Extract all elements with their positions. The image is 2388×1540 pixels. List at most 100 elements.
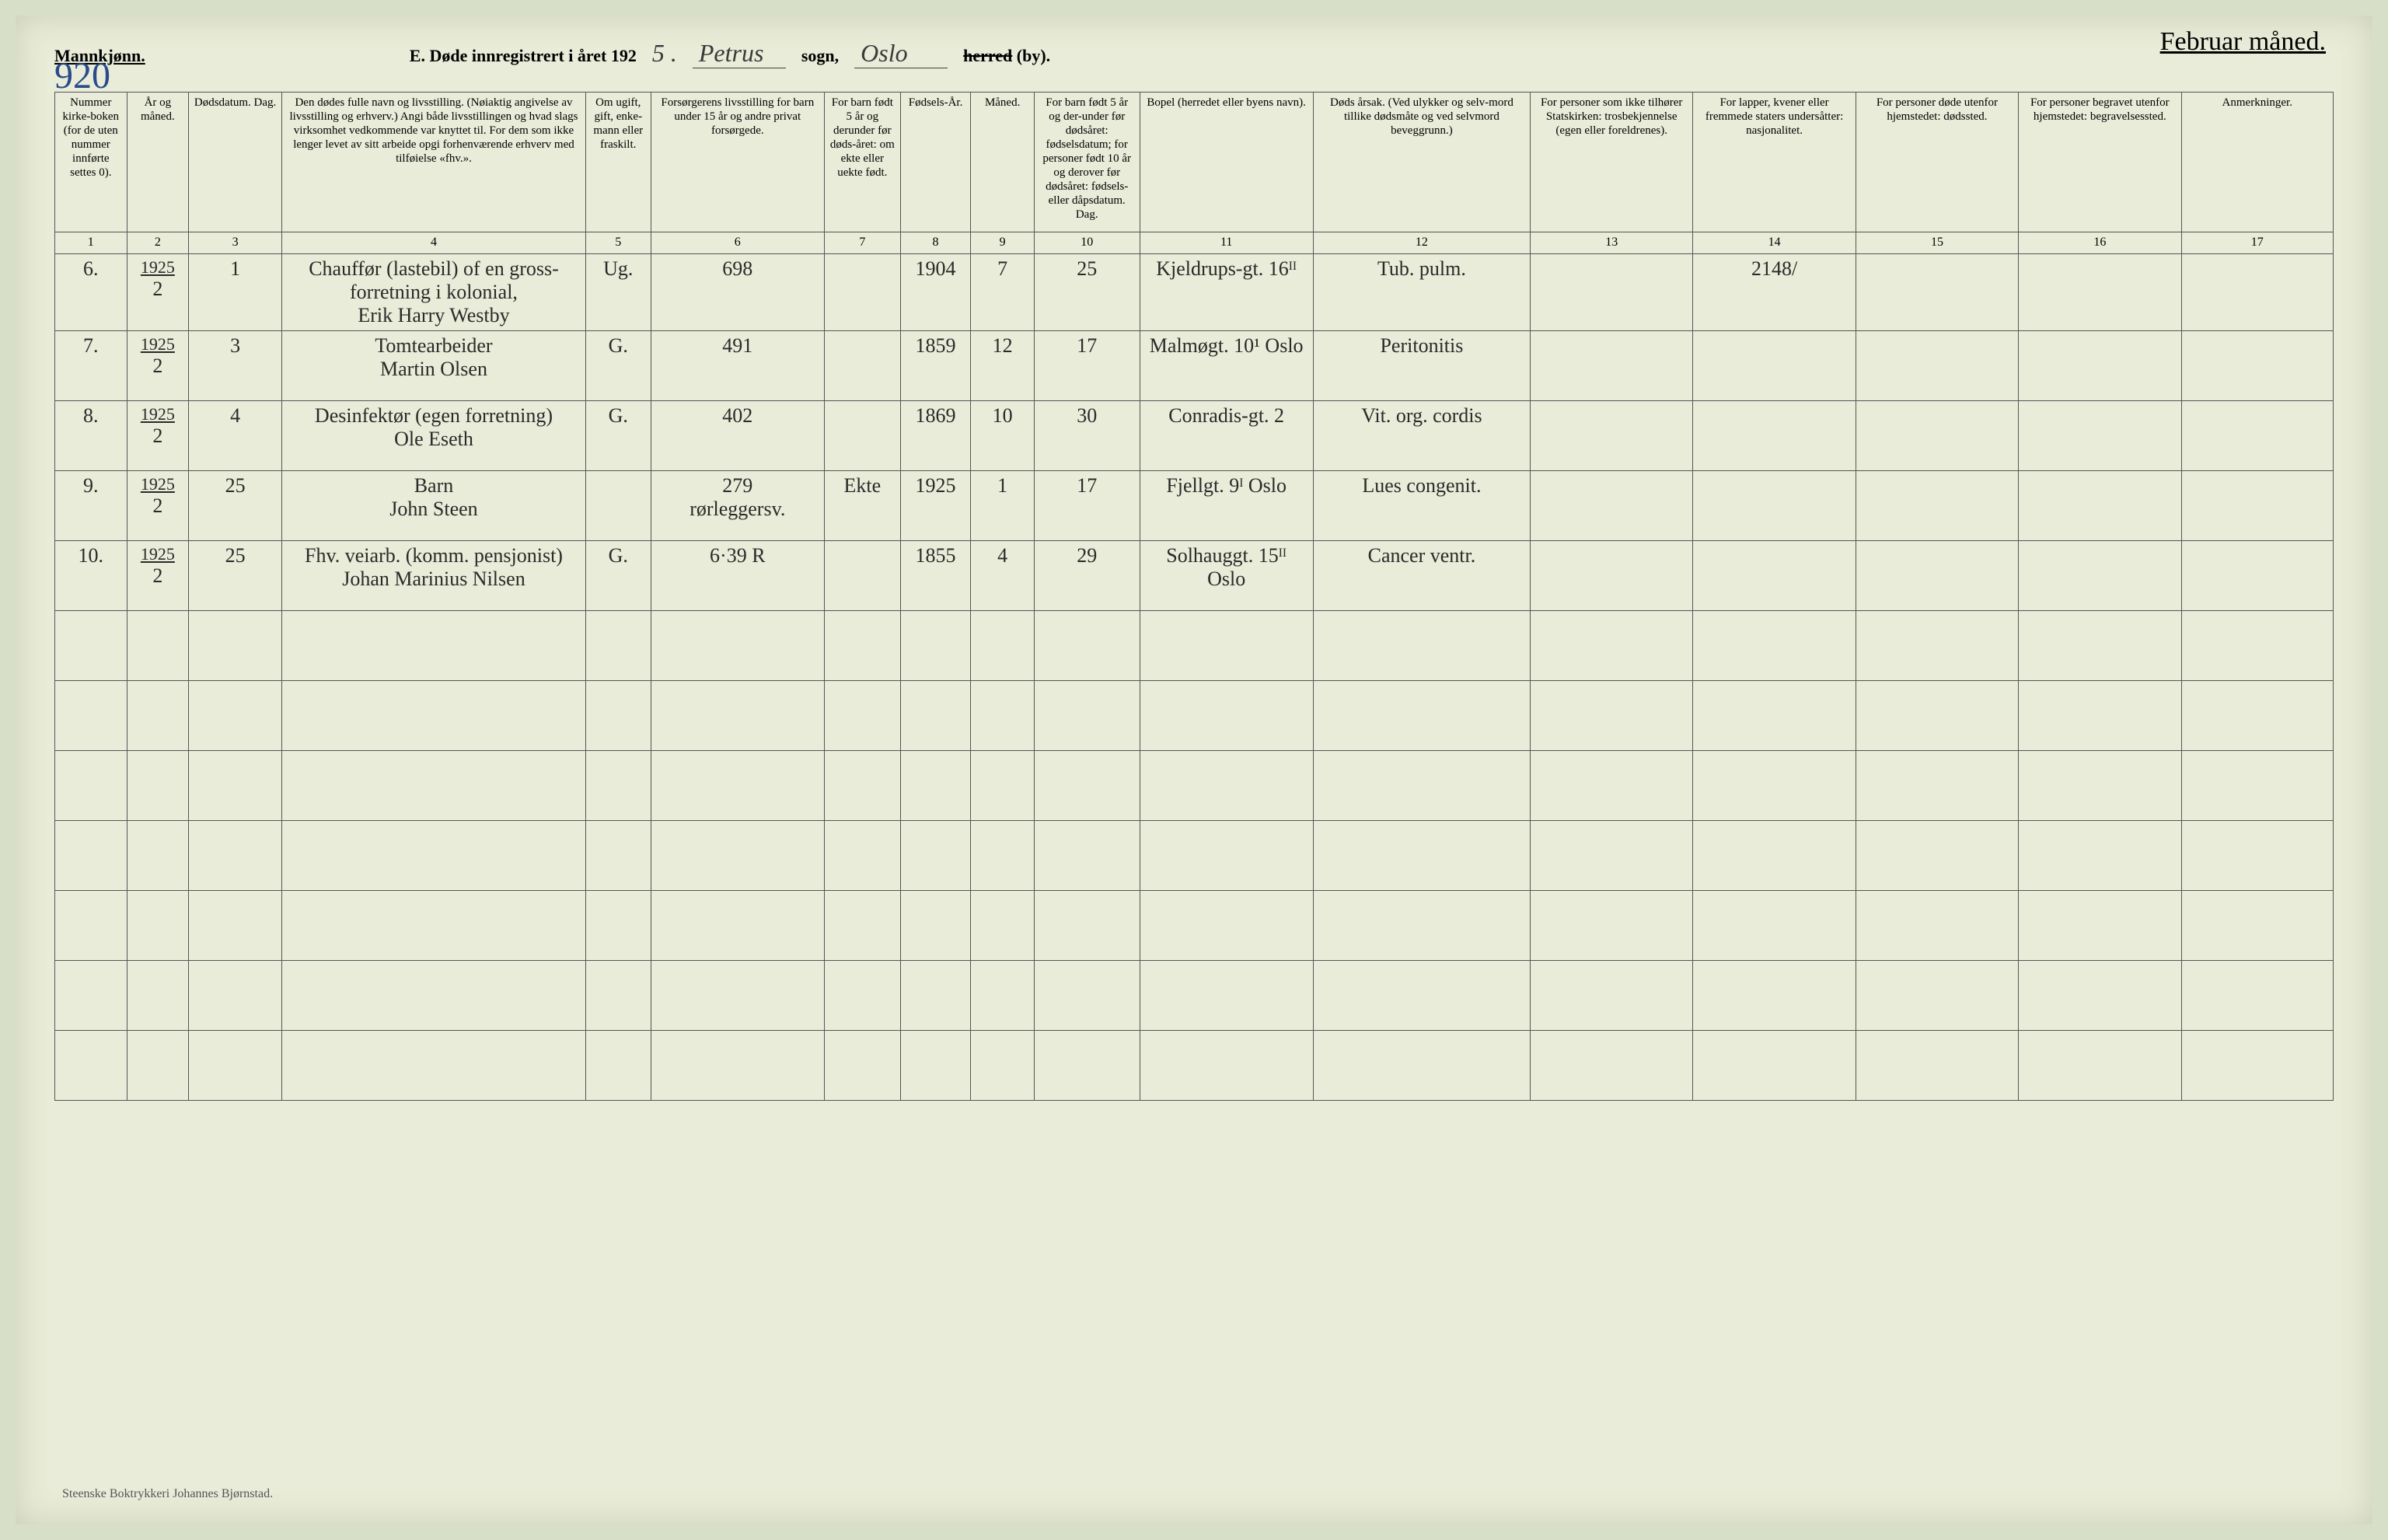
cell-residence: Solhauggt. 15ᴵᴵ Oslo	[1140, 541, 1313, 611]
cell-day: 3	[189, 331, 282, 401]
cell-empty	[1034, 611, 1140, 681]
cell-num: 7.	[55, 331, 127, 401]
cell-empty	[900, 821, 971, 891]
cell-birth_year: 1859	[900, 331, 971, 401]
cell-day: 1	[189, 254, 282, 331]
cell-birth_year: 1869	[900, 401, 971, 471]
parish-value: Petrus	[693, 39, 786, 68]
cell-empty	[1140, 611, 1313, 681]
cell-empty	[2181, 891, 2334, 961]
table-row-empty	[55, 751, 2334, 821]
cell-empty	[1313, 1031, 1530, 1101]
cell-nat	[1693, 541, 1856, 611]
cell-num: 10.	[55, 541, 127, 611]
cell-legit	[824, 254, 900, 331]
cell-year_month: 19252	[127, 331, 189, 401]
cell-empty	[824, 611, 900, 681]
cell-empty	[189, 821, 282, 891]
cell-empty	[900, 611, 971, 681]
cell-year_month: 19252	[127, 471, 189, 541]
table-row: 6.192521Chauffør (lastebil) of en gross-…	[55, 254, 2334, 331]
col-number-9: 9	[971, 232, 1035, 254]
cell-empty	[1856, 681, 2018, 751]
cell-empty	[282, 751, 586, 821]
cell-residence: Conradis-gt. 2	[1140, 401, 1313, 471]
cell-provider: 6·39 R	[651, 541, 824, 611]
table-row: 10.1925225Fhv. veiarb. (komm. pensjonist…	[55, 541, 2334, 611]
cell-empty	[282, 1031, 586, 1101]
col-number-15: 15	[1856, 232, 2018, 254]
cell-empty	[189, 961, 282, 1031]
cell-empty	[585, 751, 651, 821]
cell-empty	[1313, 681, 1530, 751]
cell-empty	[824, 891, 900, 961]
table-row-empty	[55, 611, 2334, 681]
col-header-8: Fødsels-År.	[900, 93, 971, 232]
col-header-11: Bopel (herredet eller byens navn).	[1140, 93, 1313, 232]
col-number-10: 10	[1034, 232, 1140, 254]
cell-cause: Peritonitis	[1313, 331, 1530, 401]
cell-birth_year: 1855	[900, 541, 971, 611]
cell-num: 8.	[55, 401, 127, 471]
cell-deathpl	[1856, 331, 2018, 401]
page-number: 920	[54, 54, 110, 97]
cell-empty	[1313, 821, 1530, 891]
cell-empty	[1313, 611, 1530, 681]
cell-empty	[1531, 961, 1693, 1031]
cell-status: G.	[585, 331, 651, 401]
cell-empty	[1693, 681, 1856, 751]
cell-birth_m: 12	[971, 331, 1035, 401]
cell-empty	[651, 821, 824, 891]
cell-empty	[1531, 1031, 1693, 1101]
cell-empty	[282, 611, 586, 681]
cell-empty	[127, 821, 189, 891]
cell-deathpl	[1856, 401, 2018, 471]
cell-birth_d: 17	[1034, 471, 1140, 541]
form-title: E. Døde innregistrert i året 192	[410, 46, 637, 66]
col-header-9: Måned.	[971, 93, 1035, 232]
cell-notes	[2181, 541, 2334, 611]
table-body: 6.192521Chauffør (lastebil) of en gross-…	[55, 254, 2334, 1101]
cell-notes	[2181, 471, 2334, 541]
cell-name: Desinfektør (egen forretning) Ole Eseth	[282, 401, 586, 471]
cell-notes	[2181, 254, 2334, 331]
cell-empty	[282, 961, 586, 1031]
cell-deathpl	[1856, 471, 2018, 541]
cell-faith	[1531, 471, 1693, 541]
cell-empty	[824, 961, 900, 1031]
col-header-17: Anmerkninger.	[2181, 93, 2334, 232]
col-number-13: 13	[1531, 232, 1693, 254]
cell-empty	[1313, 751, 1530, 821]
cell-name: Chauffør (lastebil) of en gross-forretni…	[282, 254, 586, 331]
cell-cause: Vit. org. cordis	[1313, 401, 1530, 471]
cell-empty	[651, 681, 824, 751]
cell-empty	[1531, 821, 1693, 891]
cell-empty	[2181, 611, 2334, 681]
cell-burial	[2019, 541, 2181, 611]
cell-empty	[282, 891, 586, 961]
table-row: 7.192523Tomtearbeider Martin OlsenG.4911…	[55, 331, 2334, 401]
cell-empty	[1693, 751, 1856, 821]
cell-empty	[971, 751, 1035, 821]
col-number-12: 12	[1313, 232, 1530, 254]
cell-empty	[585, 681, 651, 751]
table-row-empty	[55, 821, 2334, 891]
col-number-8: 8	[900, 232, 971, 254]
cell-empty	[900, 891, 971, 961]
cell-day: 4	[189, 401, 282, 471]
cell-deathpl	[1856, 254, 2018, 331]
cell-empty	[1856, 611, 2018, 681]
death-register-table: Nummer kirke-boken (for de uten nummer i…	[54, 92, 2334, 1101]
col-header-3: Dødsdatum. Dag.	[189, 93, 282, 232]
cell-empty	[585, 961, 651, 1031]
table-row-empty	[55, 1031, 2334, 1101]
cell-empty	[127, 891, 189, 961]
cell-birth_d: 29	[1034, 541, 1140, 611]
cell-status	[585, 471, 651, 541]
cell-empty	[2019, 821, 2181, 891]
cell-empty	[55, 611, 127, 681]
cell-empty	[585, 611, 651, 681]
cell-empty	[189, 1031, 282, 1101]
cell-empty	[651, 611, 824, 681]
cell-day: 25	[189, 541, 282, 611]
